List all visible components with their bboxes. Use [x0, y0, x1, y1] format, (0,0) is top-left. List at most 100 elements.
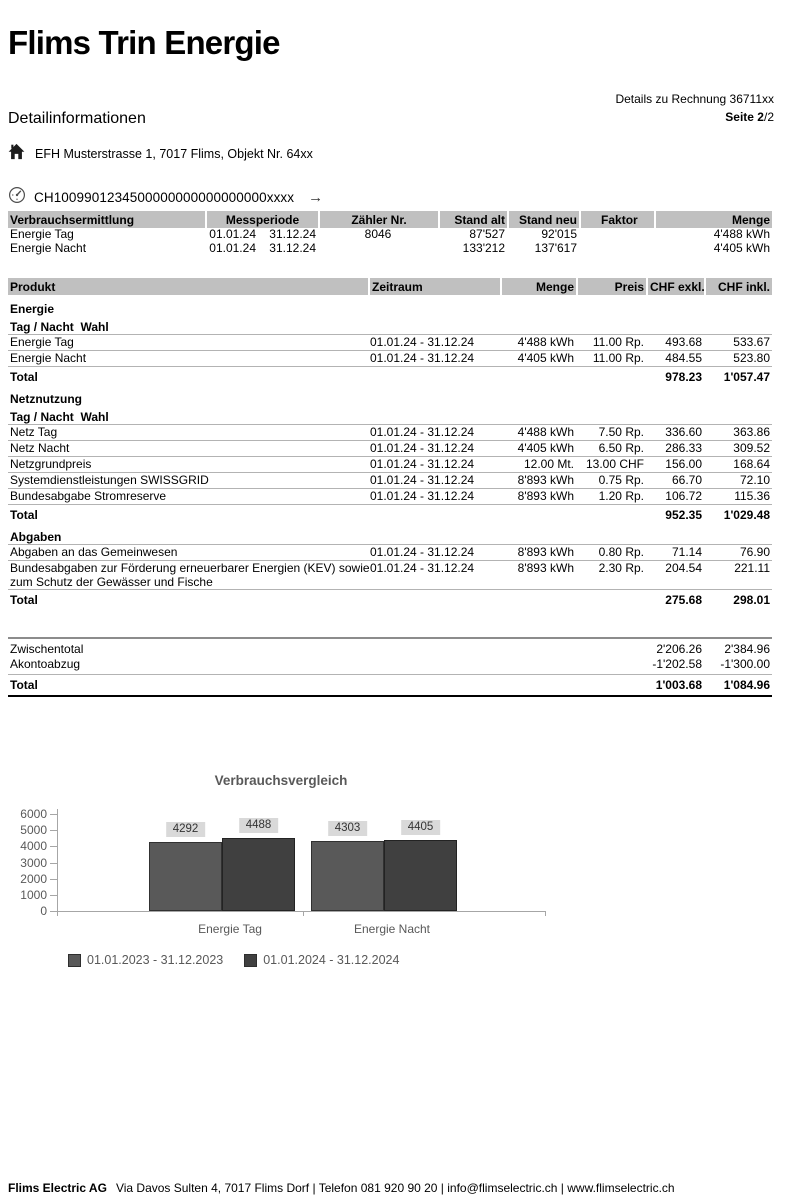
- consumption-cell: 4'488 kWh: [713, 227, 771, 241]
- bar-value-label: 4292: [165, 821, 206, 837]
- product-cell: Netzgrundpreis: [8, 457, 368, 473]
- product-cell: 11.00 Rp.: [576, 334, 646, 351]
- section-total-label: Total: [10, 370, 38, 384]
- col-stand-neu: Stand neu: [507, 211, 580, 228]
- y-axis-tick-label: 2000: [20, 871, 47, 886]
- grand-total-row: Total 1'003.68 1'084.96: [8, 673, 772, 697]
- product-cell: Netz Tag: [8, 424, 368, 441]
- product-cell: 13.00 CHF: [576, 457, 646, 473]
- bar-value-label: 4303: [327, 821, 368, 837]
- consumption-header-row: Verbrauchsermittlung Messperiode Zähler …: [8, 211, 773, 228]
- product-cell: 204.54: [646, 561, 704, 590]
- consumption-table: Verbrauchsermittlung Messperiode Zähler …: [8, 211, 773, 256]
- product-name: Energie Nacht: [10, 351, 87, 365]
- product-cell: 156.00: [646, 457, 704, 473]
- legend-swatch: [68, 953, 81, 967]
- product-cell: 7.50 Rp.: [576, 424, 646, 441]
- legend-label: 01.01.2023 - 31.12.2023: [87, 953, 224, 967]
- product-cell: 8'893 kWh: [500, 544, 576, 561]
- summary-exkl: 2'206.26: [656, 642, 702, 656]
- product-cell: 71.14: [646, 544, 704, 561]
- consumption-row: Energie Nacht 01.01.24 31.12.24 133'212 137'…: [8, 240, 772, 256]
- product-cell: 01.01.24 - 31.12.24: [368, 334, 500, 351]
- bar-value-label: 4405: [400, 819, 441, 835]
- product-cell: 1.20 Rp.: [576, 489, 646, 505]
- section-total-row: Total 275.68 298.01: [8, 590, 772, 608]
- y-axis-tick: [50, 911, 57, 912]
- product-cell: 106.72: [646, 489, 704, 505]
- grand-total-exkl: 1'003.68: [646, 673, 704, 697]
- product-row: Bundesabgaben zur Förderung erneuerbarer…: [8, 561, 772, 590]
- product-cell: 01.01.24 - 31.12.24: [368, 351, 500, 367]
- bar-value-label: 4488: [238, 818, 279, 834]
- chart-legend: 01.01.2023 - 31.12.2023 01.01.2024 - 31.1…: [68, 953, 399, 967]
- product-cell: 01.01.24 - 31.12.24: [368, 441, 500, 457]
- section-title: Netznutzung: [10, 392, 82, 406]
- legend-item: 01.01.2023 - 31.12.2023: [68, 953, 223, 967]
- arrow-right-icon: →: [308, 189, 324, 206]
- y-axis-tick-label: 0: [40, 904, 47, 918]
- grand-total-inkl: 1'084.96: [704, 673, 772, 697]
- section-total-inkl: 298.01: [733, 593, 770, 607]
- product-cell: Energie Nacht: [8, 351, 368, 367]
- summary-table: Zwischentotal 2'206.26 2'384.96 Akontoab…: [8, 637, 772, 697]
- consumption-cell: 4'405 kWh: [713, 240, 771, 255]
- consumption-cell: [579, 228, 654, 242]
- y-axis-tick: [50, 878, 57, 880]
- product-cell: 221.11: [704, 561, 772, 590]
- product-row: Energie Nacht 01.01.24 - 31.12.24 4'405 kW…: [8, 351, 772, 367]
- consumption-comparison-chart: Verbrauchsvergleich 0 1000 2000 3000 4000 500…: [0, 765, 600, 995]
- col-verbrauchsermittlung: Verbrauchsermittlung: [8, 211, 205, 228]
- product-cell: 493.68: [646, 334, 704, 351]
- product-cell: 523.80: [704, 351, 772, 367]
- product-row: Energie Tag 01.01.24 - 31.12.24 4'488 kWh 1…: [8, 334, 772, 351]
- product-cell: 01.01.24 - 31.12.24: [368, 489, 500, 505]
- product-row: Bundesabgabe Stromreserve 01.01.24 - 31.1…: [8, 489, 772, 505]
- col-chf-exkl: CHF exkl.: [646, 278, 704, 295]
- footer-company: Flims Electric AG: [8, 1181, 107, 1195]
- product-cell: 115.36: [704, 489, 772, 505]
- product-cell: 01.01.24 - 31.12.24: [368, 561, 500, 590]
- supply-address-row: EFH Musterstrasse 1, 7017 Flims, Objekt …: [8, 143, 313, 165]
- legend-label: 01.01.2024 - 31.12.2024: [263, 953, 400, 967]
- consumption-cell: [579, 242, 654, 256]
- section-title: Abgaben: [10, 530, 62, 544]
- summary-row: Zwischentotal 2'206.26 2'384.96: [8, 639, 772, 657]
- consumption-row: Energie Tag 01.01.24 31.12.24 8046 87'527 92'…: [8, 227, 772, 242]
- section-total-label: Total: [10, 593, 38, 607]
- consumption-cell: Energie Nacht: [10, 240, 87, 255]
- invoice-reference-block: Details zu Rechnung 36711xx Seite 2/2: [615, 90, 774, 126]
- chart-bar: [384, 839, 457, 911]
- product-cell: 484.55: [646, 351, 704, 367]
- section-subtitle-row: Tag / Nacht Wahl: [8, 406, 772, 424]
- product-cell: Abgaben an das Gemeinwesen: [8, 544, 368, 561]
- col-menge: Menge: [500, 278, 576, 295]
- company-logo: Flims Trin Energie: [8, 24, 280, 61]
- summary-inkl: 2'384.96: [724, 642, 770, 656]
- product-cell: 11.00 Rp.: [576, 351, 646, 367]
- section-total-row: Total 952.35 1'029.48: [8, 505, 772, 523]
- y-axis-tick: [50, 862, 57, 864]
- summary-label: Zwischentotal: [10, 642, 84, 656]
- product-cell: 336.60: [646, 424, 704, 441]
- house-icon: [8, 143, 25, 165]
- section-title-row: Energie: [8, 295, 772, 316]
- product-cell: 4'488 kWh: [500, 424, 576, 441]
- chart-bar: [311, 841, 384, 911]
- page-indicator: Seite 2/2: [615, 108, 774, 126]
- y-axis-tick-label: 5000: [20, 823, 47, 838]
- product-cell: 363.86: [704, 424, 772, 441]
- product-row: Netzgrundpreis 01.01.24 - 31.12.24 12.00 M…: [8, 457, 772, 473]
- legend-swatch: [244, 953, 258, 967]
- product-cell: 0.75 Rp.: [576, 473, 646, 489]
- col-stand-alt: Stand alt: [438, 211, 508, 228]
- product-cell: 6.50 Rp.: [576, 441, 646, 457]
- consumption-cell: 31.12.24: [269, 240, 317, 255]
- footer: Flims Electric AG Via Davos Sulten 4, 701…: [8, 1181, 675, 1195]
- page-title: Detailinformationen: [8, 110, 146, 127]
- y-axis-tick: [50, 846, 57, 848]
- product-cell: Bundesabgabe Stromreserve: [8, 489, 368, 505]
- product-cell: 72.10: [704, 473, 772, 489]
- product-table: Produkt Zeitraum Menge Preis CHF exkl. C…: [8, 278, 772, 608]
